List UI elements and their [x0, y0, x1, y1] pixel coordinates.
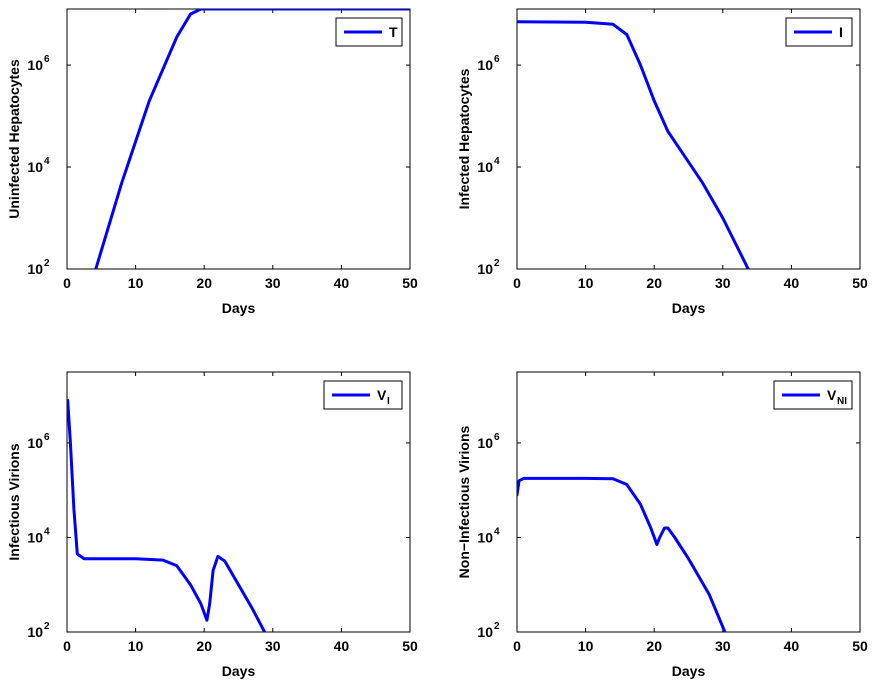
y-tick-label: 10 — [477, 261, 493, 277]
x-tick-label: 50 — [852, 638, 868, 654]
y-tick-exponent: 2 — [44, 621, 50, 632]
y-tick-exponent: 6 — [44, 432, 50, 443]
x-tick-label: 30 — [715, 638, 731, 654]
legend: T — [335, 17, 403, 47]
legend-label: V — [377, 387, 387, 403]
x-tick-label: 20 — [196, 275, 212, 291]
legend-label: V — [827, 387, 837, 403]
y-tick-label: 10 — [27, 529, 43, 545]
y-tick-label: 10 — [27, 261, 43, 277]
x-axis-label: Days — [672, 300, 706, 316]
x-axis-label: Days — [222, 663, 256, 679]
x-tick-label: 10 — [128, 638, 144, 654]
y-tick-label: 10 — [477, 57, 493, 73]
x-tick-label: 40 — [334, 275, 350, 291]
y-tick-base: 10 — [27, 261, 43, 277]
plot-area — [66, 371, 411, 633]
legend: V NI — [773, 380, 853, 410]
x-tick-label: 10 — [578, 638, 594, 654]
y-tick-exponent: 4 — [44, 526, 50, 537]
y-tick-label: 10 — [27, 159, 43, 175]
series-line-V_I — [67, 398, 267, 632]
y-tick-base: 10 — [27, 159, 43, 175]
y-tick-exponent: 4 — [494, 526, 500, 537]
x-tick-label: 0 — [63, 638, 71, 654]
y-tick-exponent: 2 — [494, 621, 500, 632]
y-tick-exponent: 4 — [494, 156, 500, 167]
y-axis-label: Infectious Virions — [6, 443, 22, 560]
x-tick-label: 40 — [784, 275, 800, 291]
x-tick-label: 20 — [646, 638, 662, 654]
y-tick-exponent: 2 — [44, 258, 50, 269]
x-tick-label: 10 — [128, 275, 144, 291]
y-tick-base: 10 — [477, 435, 493, 451]
x-tick-label: 40 — [784, 638, 800, 654]
y-axis-label: Uninfected Hepatocytes — [6, 59, 22, 219]
plot-area — [516, 371, 861, 633]
x-tick-label: 10 — [578, 275, 594, 291]
series-line-V_NI — [517, 476, 727, 632]
series-line-T — [94, 9, 410, 269]
y-tick-label: 10 — [477, 529, 493, 545]
x-tick-label: 30 — [265, 275, 281, 291]
x-tick-label: 20 — [196, 638, 212, 654]
y-tick-exponent: 6 — [44, 54, 50, 65]
plot-area — [66, 8, 411, 270]
y-tick-base: 10 — [27, 57, 43, 73]
legend-subscript: I — [387, 396, 390, 407]
y-tick-label: 10 — [477, 159, 493, 175]
x-tick-label: 40 — [334, 638, 350, 654]
legend-label: T — [389, 24, 398, 40]
y-tick-base: 10 — [477, 624, 493, 640]
series-line-I — [517, 20, 750, 269]
x-tick-label: 50 — [402, 275, 418, 291]
legend: I — [785, 17, 853, 47]
x-axis-label: Days — [672, 663, 706, 679]
y-tick-exponent: 6 — [494, 54, 500, 65]
y-tick-label: 10 — [27, 624, 43, 640]
x-tick-label: 50 — [402, 638, 418, 654]
y-tick-base: 10 — [27, 624, 43, 640]
y-tick-label: 10 — [477, 435, 493, 451]
x-axis-label: Days — [222, 300, 256, 316]
y-axis-label: Infected Hepatocytes — [456, 68, 472, 209]
x-tick-label: 0 — [513, 275, 521, 291]
plot-area — [516, 8, 861, 270]
y-tick-base: 10 — [477, 261, 493, 277]
legend-subscript: NI — [837, 396, 847, 407]
x-tick-label: 30 — [265, 638, 281, 654]
y-tick-base: 10 — [27, 435, 43, 451]
legend-label: I — [839, 24, 843, 40]
y-axis-label: Non−Infectious Virions — [456, 425, 472, 578]
x-tick-label: 50 — [852, 275, 868, 291]
y-tick-base: 10 — [27, 529, 43, 545]
y-tick-label: 10 — [27, 57, 43, 73]
y-tick-exponent: 2 — [494, 258, 500, 269]
y-tick-base: 10 — [477, 529, 493, 545]
y-tick-base: 10 — [477, 159, 493, 175]
y-tick-label: 10 — [27, 435, 43, 451]
x-tick-label: 20 — [646, 275, 662, 291]
y-tick-exponent: 6 — [494, 432, 500, 443]
y-tick-exponent: 4 — [44, 156, 50, 167]
x-tick-label: 0 — [513, 638, 521, 654]
x-tick-label: 30 — [715, 275, 731, 291]
y-tick-base: 10 — [477, 57, 493, 73]
y-tick-label: 10 — [477, 624, 493, 640]
x-tick-label: 0 — [63, 275, 71, 291]
